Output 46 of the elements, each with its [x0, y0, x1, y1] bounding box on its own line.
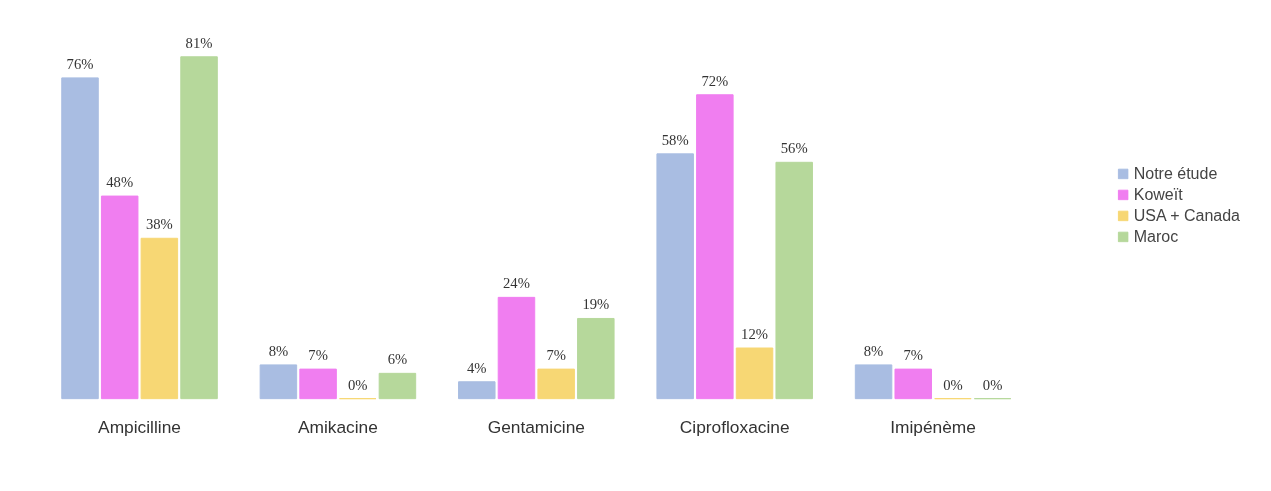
bar: [299, 368, 337, 400]
data-label: 81%: [185, 34, 213, 51]
data-label: 24%: [503, 275, 530, 292]
bar: [180, 56, 218, 400]
x-tick-label: Amikacine: [297, 416, 378, 437]
x-tick-label: Ampicilline: [98, 416, 181, 437]
bar: [61, 77, 99, 400]
data-label: 76%: [66, 55, 94, 72]
legend-label: USA + Canada: [1133, 206, 1240, 225]
bar: [696, 94, 734, 400]
data-label: 0%: [982, 376, 1003, 393]
data-label: 19%: [582, 296, 610, 313]
data-label: 48%: [106, 174, 134, 191]
bar: [656, 153, 694, 400]
data-label: 8%: [863, 342, 884, 359]
data-label: 58%: [661, 131, 689, 148]
legend-label: Maroc: [1133, 227, 1179, 246]
data-label: 0%: [347, 376, 368, 393]
legend-label: Koweït: [1133, 185, 1183, 204]
bar: [140, 237, 179, 400]
bar: [577, 317, 615, 400]
bar: [537, 368, 575, 400]
data-label: 8%: [268, 342, 289, 359]
data-label: 12%: [741, 326, 768, 343]
bar: [775, 161, 813, 400]
bar: [458, 381, 496, 400]
bar: [497, 296, 536, 400]
data-label: 56%: [780, 140, 808, 157]
x-tick-label: Ciprofloxacine: [679, 416, 790, 437]
bar: [735, 347, 774, 400]
data-label: 7%: [546, 347, 566, 364]
data-label: 6%: [387, 351, 408, 368]
data-label: 72%: [701, 72, 729, 89]
x-tick-label: Imipénème: [890, 416, 976, 437]
bar: [894, 368, 932, 400]
legend-label: Notre étude: [1133, 164, 1218, 183]
bar: [854, 364, 893, 400]
data-label: 4%: [467, 359, 487, 376]
bar: [259, 364, 298, 400]
data-label: 7%: [308, 347, 328, 364]
x-tick-label: Gentamicine: [487, 416, 585, 437]
data-label: 38%: [145, 216, 173, 233]
data-label: 7%: [903, 347, 924, 364]
data-label: 0%: [943, 376, 963, 393]
bar: [100, 195, 139, 400]
bar: [378, 372, 417, 400]
